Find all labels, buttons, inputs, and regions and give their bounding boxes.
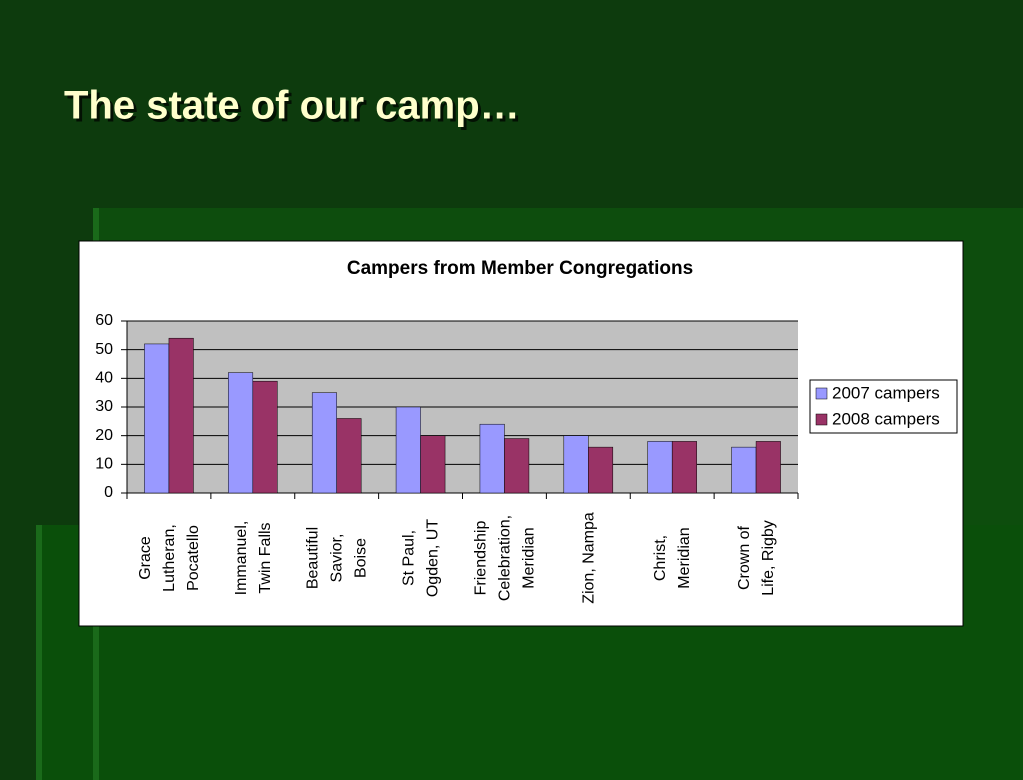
x-tick-label: Zion, Nampa [580, 512, 597, 604]
bar [479, 423, 505, 494]
bar [336, 418, 362, 494]
x-tick-label: Friendship Celebration, Meridian [472, 515, 537, 601]
x-tick-label: Christ, Meridian [652, 527, 693, 588]
chart-title: Campers from Member Congregations [347, 258, 693, 279]
bar [731, 446, 757, 494]
y-tick-label: 60 [95, 312, 113, 329]
bar [252, 380, 278, 494]
bar [588, 446, 614, 494]
slide-title-shadow: The state of our camp… [67, 87, 523, 131]
y-tick-label: 40 [95, 370, 113, 387]
y-tick-label: 50 [95, 341, 113, 358]
bar [395, 406, 421, 494]
legend-swatch [815, 387, 828, 400]
x-tick-label: Crown of Life, Rigby [736, 520, 777, 596]
legend-label: 2008 campers [832, 409, 940, 428]
legend [809, 379, 958, 434]
bar [671, 441, 697, 494]
legend-swatch [815, 413, 828, 426]
x-tick-label: St Paul, Ogden, UT [401, 519, 442, 597]
bar [420, 435, 446, 494]
slide-title: The state of our camp… [64, 84, 520, 128]
x-tick-label: Immanuel, Twin Falls [233, 521, 274, 596]
y-tick-label: 10 [95, 456, 113, 473]
bar [168, 337, 194, 494]
bar [563, 435, 589, 494]
bar [228, 372, 254, 494]
y-tick-label: 0 [104, 484, 113, 501]
x-tick-label: Beautiful Savior, Boise [305, 527, 370, 589]
legend-label: 2007 campers [832, 383, 940, 402]
y-tick-label: 30 [95, 398, 113, 415]
bar [647, 441, 673, 494]
bar [144, 343, 170, 494]
y-tick-label: 20 [95, 427, 113, 444]
x-tick-label: Grace Lutheran, Pocatello [137, 524, 202, 592]
bar [504, 438, 530, 494]
decor-edge [36, 525, 42, 780]
bar [311, 392, 337, 494]
bar [755, 441, 781, 494]
